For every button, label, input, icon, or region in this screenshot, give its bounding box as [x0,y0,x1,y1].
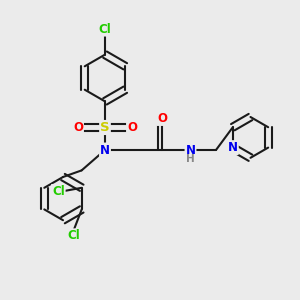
Text: Cl: Cl [99,22,111,36]
Text: N: N [228,141,238,154]
Text: S: S [100,121,110,134]
Text: O: O [157,112,167,125]
Text: Cl: Cl [52,185,65,198]
Text: N: N [100,143,110,157]
Text: O: O [73,121,83,134]
Text: Cl: Cl [67,229,80,242]
Text: H: H [186,154,195,164]
Text: O: O [127,121,137,134]
Text: N: N [185,143,196,157]
